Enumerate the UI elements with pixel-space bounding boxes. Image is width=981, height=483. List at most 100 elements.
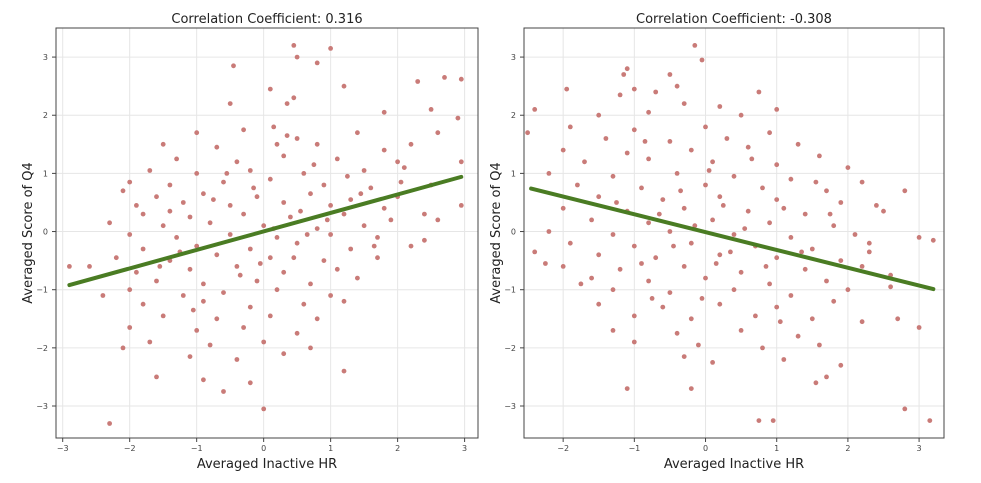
data-point xyxy=(667,290,673,295)
data-point xyxy=(234,159,240,165)
data-point xyxy=(288,214,293,220)
data-point xyxy=(653,89,659,95)
data-point xyxy=(274,141,280,147)
data-point xyxy=(180,293,186,298)
data-point xyxy=(334,266,340,272)
data-point xyxy=(294,136,300,141)
data-point xyxy=(713,261,719,266)
data-point xyxy=(140,246,146,252)
data-point xyxy=(774,304,780,310)
data-point xyxy=(174,156,180,162)
data-point xyxy=(247,304,253,310)
data-point xyxy=(435,217,441,223)
y-tick-label: −1 xyxy=(504,286,516,295)
y-axis-label: Averaged Score of Q4 xyxy=(489,162,504,303)
data-point xyxy=(610,173,616,179)
data-point xyxy=(160,141,166,147)
data-point xyxy=(201,298,206,304)
data-point xyxy=(187,214,193,220)
data-point xyxy=(614,200,619,205)
data-point xyxy=(314,316,320,322)
data-point xyxy=(358,191,364,197)
data-point xyxy=(567,240,573,246)
data-point xyxy=(294,330,300,336)
data-point xyxy=(355,275,360,281)
data-point xyxy=(770,418,776,423)
data-point xyxy=(324,217,330,223)
data-point xyxy=(692,223,698,229)
data-point xyxy=(631,313,637,319)
data-point xyxy=(221,389,226,394)
data-point xyxy=(660,197,666,203)
data-point xyxy=(631,339,637,345)
data-point xyxy=(610,232,616,237)
data-point xyxy=(767,281,772,287)
data-point xyxy=(831,223,837,229)
data-point xyxy=(271,124,277,130)
y-tick-label: 3 xyxy=(511,53,516,62)
x-tick-label: 1 xyxy=(328,444,333,453)
data-point xyxy=(564,86,570,92)
data-point xyxy=(799,249,804,255)
data-point xyxy=(341,368,347,374)
data-point xyxy=(294,54,300,60)
data-point xyxy=(294,240,300,246)
data-point xyxy=(301,301,307,307)
chart-title: Correlation Coefficient: -0.308 xyxy=(636,12,832,27)
data-point xyxy=(760,185,765,191)
data-point xyxy=(845,165,851,171)
data-point xyxy=(321,258,327,263)
data-point xyxy=(241,325,247,330)
data-point xyxy=(328,46,333,51)
data-points xyxy=(525,43,936,423)
y-tick-label: 3 xyxy=(43,53,48,62)
data-point xyxy=(859,319,865,325)
data-point xyxy=(304,232,310,237)
data-point xyxy=(809,246,815,252)
data-point xyxy=(134,203,139,208)
data-point xyxy=(681,205,687,211)
data-point xyxy=(817,153,822,159)
data-point xyxy=(187,354,193,359)
data-point xyxy=(375,255,380,261)
data-point xyxy=(455,115,461,121)
data-point xyxy=(688,316,694,322)
data-point xyxy=(646,278,651,284)
data-point xyxy=(774,197,780,203)
data-point xyxy=(703,124,708,130)
data-point xyxy=(560,147,566,153)
data-point xyxy=(261,339,267,345)
data-point xyxy=(902,188,908,194)
data-point xyxy=(710,360,715,365)
data-point xyxy=(160,223,166,229)
data-point xyxy=(646,156,651,162)
data-point xyxy=(87,264,92,269)
data-point xyxy=(207,220,213,226)
data-point xyxy=(254,278,260,284)
data-point xyxy=(174,235,180,240)
data-point xyxy=(231,63,236,69)
data-point xyxy=(281,200,287,205)
data-point xyxy=(731,232,737,237)
data-point xyxy=(321,182,327,188)
data-point xyxy=(774,162,780,168)
x-tick-label: 1 xyxy=(774,444,779,453)
data-point xyxy=(291,95,297,101)
data-point xyxy=(859,264,865,269)
data-point xyxy=(728,249,733,255)
data-point xyxy=(617,92,623,98)
data-point xyxy=(930,237,936,243)
data-point xyxy=(788,176,794,182)
data-point xyxy=(795,141,801,147)
data-point xyxy=(154,194,159,200)
x-tick-label: −1 xyxy=(191,444,203,453)
data-point xyxy=(802,266,808,272)
data-point xyxy=(717,194,723,200)
data-point xyxy=(667,72,673,77)
y-tick-label: 0 xyxy=(43,228,48,237)
data-point xyxy=(194,171,200,176)
data-point xyxy=(589,275,594,281)
data-point xyxy=(916,235,922,240)
data-point xyxy=(631,86,637,92)
data-point xyxy=(214,252,220,258)
